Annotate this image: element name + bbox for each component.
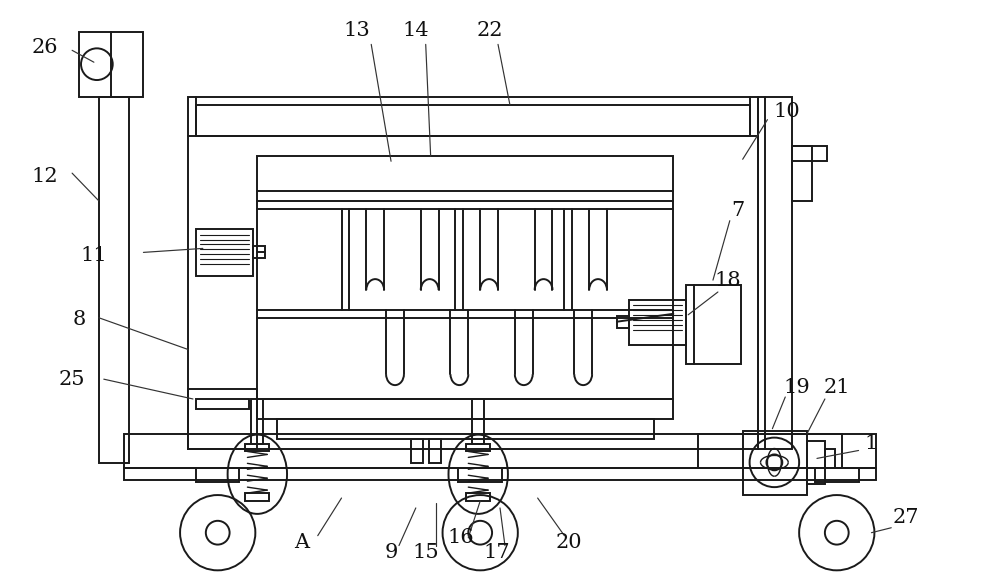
Text: 1: 1	[865, 434, 878, 453]
Bar	[815, 469, 859, 482]
Bar	[196, 229, 253, 276]
Text: 26: 26	[31, 38, 58, 57]
Text: 10: 10	[774, 102, 801, 121]
Text: 13: 13	[343, 21, 370, 40]
Bar	[617, 316, 629, 328]
Bar	[825, 449, 835, 469]
Text: 25: 25	[59, 370, 85, 388]
Text: 14: 14	[402, 21, 429, 40]
Bar	[743, 431, 807, 495]
Bar	[466, 443, 490, 452]
Bar	[458, 469, 502, 482]
Bar	[124, 469, 876, 480]
Bar	[251, 399, 263, 443]
Text: 15: 15	[412, 543, 439, 562]
Text: 8: 8	[72, 310, 86, 329]
Bar	[758, 97, 792, 449]
Text: 19: 19	[784, 377, 811, 397]
Text: 27: 27	[893, 508, 919, 527]
Bar	[277, 419, 654, 439]
Bar	[257, 156, 673, 399]
Bar	[629, 300, 686, 345]
Bar	[196, 399, 249, 409]
Text: 17: 17	[484, 543, 510, 562]
Bar	[99, 97, 129, 463]
Bar	[792, 146, 812, 201]
Text: 12: 12	[31, 167, 58, 185]
Bar	[196, 105, 750, 136]
Text: 20: 20	[556, 533, 583, 552]
Bar	[472, 399, 484, 443]
Bar	[257, 399, 673, 419]
Bar	[79, 33, 143, 97]
Text: 18: 18	[715, 271, 741, 290]
Bar	[698, 433, 842, 469]
Text: 7: 7	[731, 201, 744, 221]
Bar	[188, 389, 257, 449]
Bar	[686, 285, 741, 364]
Text: 21: 21	[823, 377, 850, 397]
Bar	[411, 439, 423, 463]
Bar	[429, 439, 441, 463]
Bar	[124, 433, 876, 469]
Text: 22: 22	[477, 21, 503, 40]
Text: 9: 9	[384, 543, 398, 562]
Bar	[466, 493, 490, 501]
Text: 16: 16	[447, 528, 474, 547]
Bar	[807, 441, 825, 484]
Bar	[245, 443, 269, 452]
Bar	[245, 493, 269, 501]
Text: 11: 11	[81, 246, 107, 265]
Bar	[188, 97, 758, 449]
Bar	[253, 246, 265, 259]
Bar	[792, 146, 827, 161]
Text: A: A	[294, 533, 309, 552]
Bar	[196, 469, 239, 482]
